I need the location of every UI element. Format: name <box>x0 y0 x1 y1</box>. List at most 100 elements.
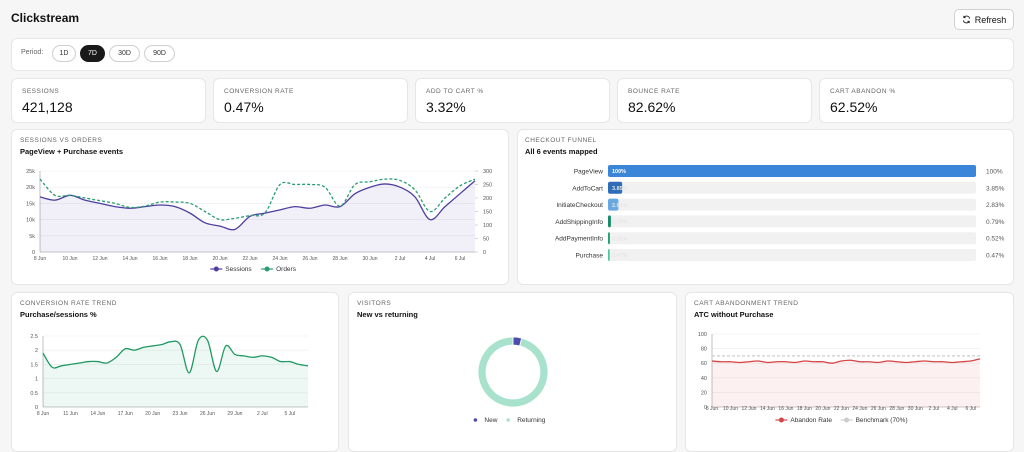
x-tick-label: 2 Jul <box>257 411 268 417</box>
bar <box>608 232 610 245</box>
period-card <box>11 38 1014 71</box>
x-tick-label: 10 Jun <box>62 256 77 262</box>
x-tick-label: 18 Jun <box>182 256 197 262</box>
x-tick-label: 28 Jun <box>332 256 347 262</box>
card <box>11 292 339 452</box>
series-area <box>43 336 308 407</box>
kpi-value: 82.62% <box>628 99 676 115</box>
bar-label: 100% <box>612 169 626 175</box>
x-tick-label: 20 Jun <box>815 406 830 412</box>
x-tick-label: 14 Jun <box>760 406 775 412</box>
x-tick-label: 8 Jun <box>37 411 49 417</box>
y-tick-label: 25k <box>26 169 35 175</box>
x-tick-label: 10 Jun <box>723 406 738 412</box>
x-tick-label: 11 Jun <box>63 411 78 417</box>
category-label: AddPaymentInfo <box>555 236 603 243</box>
x-tick-label: 4 Jul <box>425 256 436 262</box>
bar-label: 0.52% <box>612 236 628 242</box>
legend-marker <box>473 418 478 422</box>
legend-marker <box>506 418 511 422</box>
bar-label: 2.83% <box>612 203 628 209</box>
x-tick-label: 26 Jun <box>302 256 317 262</box>
x-tick-label: 30 Jun <box>908 406 923 412</box>
bar-track <box>608 215 976 228</box>
legend-label: Orders <box>276 266 297 273</box>
bar-label: 3.85% <box>612 186 628 192</box>
x-tick-label: 26 Jun <box>200 411 215 417</box>
value-label: 2.83% <box>986 202 1005 209</box>
chart-subtitle: Purchase/sessions % <box>20 310 97 319</box>
x-tick-label: 22 Jun <box>242 256 257 262</box>
page-title: Clickstream <box>11 11 80 25</box>
legend-marker <box>213 266 219 272</box>
kpi-value: 0.47% <box>224 99 264 115</box>
period-option[interactable]: 90D <box>144 45 175 62</box>
x-tick-label: 24 Jun <box>272 256 287 262</box>
legend-marker <box>264 266 270 272</box>
x-tick-label: 17 Jun <box>118 411 133 417</box>
value-label: 0.47% <box>986 253 1005 260</box>
x-tick-label: 4 Jul <box>947 406 958 412</box>
x-tick-label: 18 Jun <box>797 406 812 412</box>
value-label: 0.52% <box>986 236 1005 243</box>
legend-label: Returning <box>517 417 546 424</box>
refresh-icon <box>962 15 970 24</box>
kpi-card: BOUNCE RATE 82.62% <box>617 78 812 123</box>
card <box>11 129 509 285</box>
period-option[interactable]: 30D <box>109 45 140 62</box>
legend-label: Sessions <box>225 266 252 273</box>
bar-track <box>608 181 976 194</box>
kpi-card: CONVERSION RATE 0.47% <box>213 78 408 123</box>
dashboard: Clickstream Refresh Period: 1D 7D 30D 90D S… <box>11 9 1014 452</box>
refresh-button[interactable]: Refresh <box>954 9 1014 30</box>
chart-title: CHECKOUT FUNNEL <box>525 137 597 144</box>
y-tick-label: 20k <box>26 185 35 191</box>
bar <box>608 249 610 261</box>
y-tick-label: 80 <box>701 347 707 353</box>
x-tick-label: 5 Jul <box>284 411 295 417</box>
series-area <box>712 358 980 407</box>
y-tick-label: 0.5 <box>30 391 38 397</box>
y-tick-label: 2.5 <box>30 334 38 340</box>
legend-label: New <box>484 417 497 424</box>
series-line <box>711 358 981 364</box>
y2-tick-label: 100 <box>483 223 492 229</box>
kpi-label: BOUNCE RATE <box>628 88 680 95</box>
period-option[interactable]: 7D <box>80 45 105 62</box>
x-tick-label: 20 Jun <box>145 411 160 417</box>
category-label: AddShippingInfo <box>555 219 603 226</box>
legend-label: Abandon Rate <box>790 417 832 424</box>
x-tick-label: 28 Jun <box>889 406 904 412</box>
y2-tick-label: 50 <box>483 237 489 243</box>
y2-tick-label: 250 <box>483 183 492 189</box>
period-option[interactable]: 1D <box>52 45 76 62</box>
legend-label: Benchmark (70%) <box>856 417 908 424</box>
kpi-label: CONVERSION RATE <box>224 88 294 95</box>
kpi-value: 3.32% <box>426 99 466 115</box>
chart-subtitle: New vs returning <box>357 310 418 319</box>
kpi-value: 421,128 <box>22 99 73 115</box>
kpi-value: 62.52% <box>830 99 878 115</box>
x-tick-label: 8 Jun <box>706 406 718 412</box>
x-tick-label: 20 Jun <box>212 256 227 262</box>
x-tick-label: 23 Jun <box>173 411 188 417</box>
x-tick-label: 24 Jun <box>852 406 867 412</box>
y-tick-label: 0 <box>32 250 35 256</box>
pie-slice <box>477 336 549 408</box>
kpi-label: CART ABANDON % <box>830 88 896 95</box>
bar-track <box>608 198 976 211</box>
y-tick-label: 1.5 <box>30 362 38 368</box>
x-tick-label: 29 Jun <box>227 411 242 417</box>
y-tick-label: 40 <box>701 376 707 382</box>
kpi-card: CART ABANDON % 62.52% <box>819 78 1014 123</box>
bar <box>608 198 619 211</box>
y-tick-label: 20 <box>701 390 707 396</box>
refresh-label: Refresh <box>974 14 1007 25</box>
chart-title: CONVERSION RATE TREND <box>20 300 117 307</box>
kpi-label: SESSIONS <box>22 88 60 95</box>
category-label: AddToCart <box>572 185 603 192</box>
chart-subtitle: PageView + Purchase events <box>20 147 123 156</box>
legend-marker <box>778 417 784 423</box>
chart-title: CART ABANDONMENT TREND <box>694 300 798 307</box>
chart-subtitle: ATC without Purchase <box>694 310 773 319</box>
